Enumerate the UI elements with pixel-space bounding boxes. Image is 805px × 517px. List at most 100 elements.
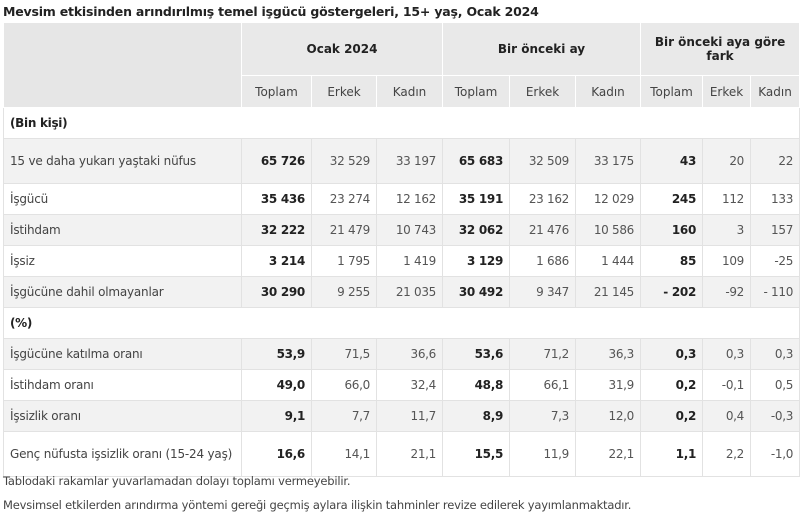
- value-cell: 10 743: [375, 214, 444, 246]
- value-cell: 2,2: [702, 431, 752, 477]
- table-row: Genç nüfusta işsizlik oranı (15-24 yaş) 1…: [3, 431, 801, 477]
- value-cell: 109: [702, 245, 752, 277]
- value-cell: 1 419: [375, 245, 444, 277]
- row-label: İşsiz: [3, 245, 242, 277]
- row-label: Genç nüfusta işsizlik oranı (15-24 yaş): [3, 431, 242, 477]
- table-row: İşgücüne dahil olmayanlar 30 290 9 255 21 0…: [3, 276, 801, 308]
- section-row: (Bin kişi): [2, 107, 801, 139]
- value-cell: 43: [640, 138, 704, 184]
- column-header: Kadın: [375, 75, 444, 108]
- value-cell: 112: [702, 183, 752, 215]
- row-label: İşsizlik oranı: [3, 400, 242, 432]
- group-header: Ocak 2024: [240, 22, 444, 76]
- value-cell: 36,3: [575, 338, 642, 370]
- value-cell: 32,4: [375, 369, 444, 401]
- value-cell: 66,1: [509, 369, 577, 401]
- value-cell: 12,0: [575, 400, 642, 432]
- column-header: Erkek: [702, 75, 752, 108]
- value-cell: 32 062: [442, 214, 511, 246]
- value-cell: 21,1: [375, 431, 444, 477]
- value-cell: 21 145: [575, 276, 642, 308]
- value-cell: 32 222: [241, 214, 312, 246]
- value-cell: 0,2: [640, 400, 704, 432]
- value-cell: 1,1: [640, 431, 704, 477]
- value-cell: 22: [750, 138, 801, 184]
- value-cell: -1,0: [750, 431, 801, 477]
- value-cell: 71,5: [311, 338, 377, 370]
- value-cell: 0,5: [750, 369, 801, 401]
- section-label: (Bin kişi): [2, 107, 801, 139]
- column-header: Toplam: [442, 75, 511, 108]
- row-label: İşgücüne dahil olmayanlar: [3, 276, 242, 308]
- value-cell: 32 509: [509, 138, 577, 184]
- section-row: (%): [2, 307, 801, 339]
- value-cell: 9 255: [311, 276, 377, 308]
- value-cell: 7,7: [311, 400, 377, 432]
- value-cell: 0,3: [750, 338, 801, 370]
- value-cell: 49,0: [241, 369, 312, 401]
- value-cell: 23 274: [311, 183, 377, 215]
- row-label: İstihdam oranı: [3, 369, 242, 401]
- value-cell: -0,3: [750, 400, 801, 432]
- value-cell: 66,0: [311, 369, 377, 401]
- row-label: 15 ve daha yukarı yaştaki nüfus: [3, 138, 242, 184]
- table-row: İşsiz 3 214 1 795 1 419 3 129 1 686 1 444 85 109…: [3, 245, 801, 277]
- value-cell: 21 035: [375, 276, 444, 308]
- value-cell: 0,3: [640, 338, 704, 370]
- value-cell: 53,9: [241, 338, 312, 370]
- table-row: İstihdam oranı 49,0 66,0 32,4 48,8 66,1 31,9 0,…: [3, 369, 801, 401]
- value-cell: 33 175: [575, 138, 642, 184]
- value-cell: 11,7: [375, 400, 444, 432]
- value-cell: 11,9: [509, 431, 577, 477]
- value-cell: 0,4: [702, 400, 752, 432]
- value-cell: 65 726: [241, 138, 312, 184]
- footnote: Mevsimsel etkilerden arındırma yöntemi g…: [3, 498, 632, 512]
- value-cell: 16,6: [241, 431, 312, 477]
- value-cell: 71,2: [509, 338, 577, 370]
- value-cell: 85: [640, 245, 704, 277]
- column-header: Toplam: [640, 75, 704, 108]
- value-cell: 31,9: [575, 369, 642, 401]
- value-cell: 0,2: [640, 369, 704, 401]
- value-cell: 1 795: [311, 245, 377, 277]
- value-cell: 9,1: [241, 400, 312, 432]
- value-cell: 15,5: [442, 431, 511, 477]
- value-cell: 35 191: [442, 183, 511, 215]
- value-cell: 10 586: [575, 214, 642, 246]
- value-cell: 160: [640, 214, 704, 246]
- value-cell: - 110: [750, 276, 801, 308]
- value-cell: 3 214: [241, 245, 312, 277]
- row-label: İstihdam: [3, 214, 242, 246]
- value-cell: 9 347: [509, 276, 577, 308]
- value-cell: 33 197: [375, 138, 444, 184]
- value-cell: 36,6: [375, 338, 444, 370]
- value-cell: 157: [750, 214, 801, 246]
- value-cell: 133: [750, 183, 801, 215]
- table-row: İşgücü 35 436 23 274 12 162 35 191 23 162 12 0…: [3, 183, 801, 215]
- value-cell: 1 444: [575, 245, 642, 277]
- value-cell: 20: [702, 138, 752, 184]
- group-header: Bir önceki ay: [442, 22, 642, 76]
- table-row: İşsizlik oranı 9,1 7,7 11,7 8,9 7,3 12,0 0,2 0,4…: [3, 400, 801, 432]
- column-header: Kadın: [750, 75, 801, 108]
- row-label: İşgücü: [3, 183, 242, 215]
- value-cell: 21 476: [509, 214, 577, 246]
- footnote: Tablodaki rakamlar yuvarlamadan dolayı t…: [3, 474, 351, 488]
- group-header: Bir önceki aya göre fark: [640, 22, 801, 76]
- table-title: Mevsim etkisinden arındırılmış temel işg…: [3, 4, 539, 19]
- value-cell: 1 686: [509, 245, 577, 277]
- section-label: (%): [2, 307, 801, 339]
- value-cell: 48,8: [442, 369, 511, 401]
- value-cell: 12 029: [575, 183, 642, 215]
- value-cell: 14,1: [311, 431, 377, 477]
- column-header: Erkek: [311, 75, 377, 108]
- value-cell: 22,1: [575, 431, 642, 477]
- table-row: İşgücüne katılma oranı 53,9 71,5 36,6 53,6 71…: [3, 338, 801, 370]
- table-row: İstihdam 32 222 21 479 10 743 32 062 21 476 10…: [3, 214, 801, 246]
- value-cell: -25: [750, 245, 801, 277]
- value-cell: 53,6: [442, 338, 511, 370]
- value-cell: 65 683: [442, 138, 511, 184]
- value-cell: 0,3: [702, 338, 752, 370]
- value-cell: 23 162: [509, 183, 577, 215]
- value-cell: 30 290: [241, 276, 312, 308]
